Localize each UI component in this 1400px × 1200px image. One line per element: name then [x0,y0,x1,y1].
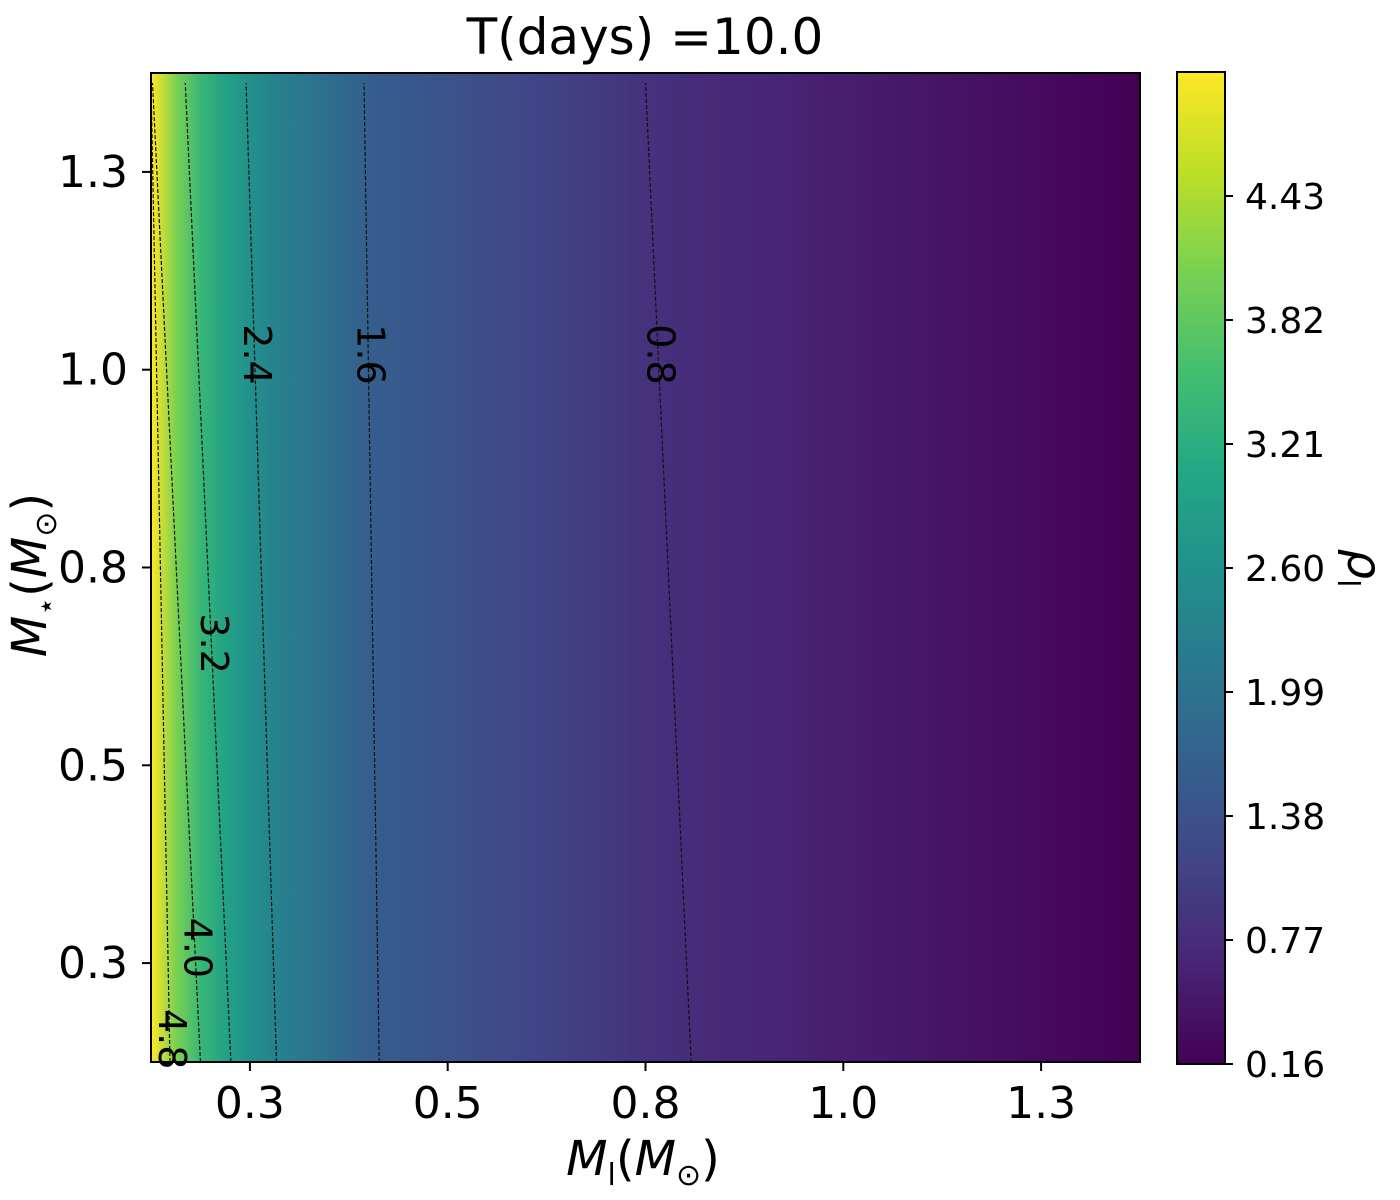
contour-label-4.8: 4.8 [150,1009,194,1069]
contour-line-4.0 [151,82,202,1063]
colorbar-tick-label: 4.43 [1245,177,1325,218]
contour-lines: 0.8 1.6 2.4 3.2 4.0 4.8 [150,82,692,1069]
colorbar-ticks: 0.16 0.77 1.38 1.99 2.60 3.21 3.82 4.43 [1225,177,1325,1086]
colorbar-tick-label: 3.82 [1245,301,1325,342]
colorbar-label: ρl [1330,549,1392,588]
colorbar: 0.16 0.77 1.38 1.99 2.60 3.21 3.82 4.43 ρl [1176,71,1392,1086]
colorbar-tick-label: 1.99 [1245,673,1325,714]
chart-title: T(days) =10.0 [466,8,824,66]
y-tick-label: 1.0 [58,345,128,396]
contour-line-3.2 [184,82,232,1063]
y-tick-label: 0.3 [58,938,128,989]
y-tick-label: 0.5 [58,740,128,791]
x-tick-label: 0.8 [611,1078,681,1129]
contour-line-4.8 [150,82,171,1063]
x-tick-label: 0.5 [413,1078,483,1129]
contour-line-1.6 [363,82,380,1063]
contour-line-0.8 [644,82,692,1063]
colorbar-tick-label: 2.60 [1245,549,1325,590]
colorbar-tick-label: 0.16 [1245,1045,1325,1086]
colorbar-tick-label: 0.77 [1245,921,1325,962]
colorbar-tick-label: 1.38 [1245,797,1325,838]
contour-label-1.6: 1.6 [349,324,393,384]
x-axis-label: Ml(M⊙) [566,1131,720,1193]
contour-label-4.0: 4.0 [175,918,219,978]
contour-label-3.2: 3.2 [192,613,236,673]
y-axis-label: M⋆(M⊙) [2,493,64,657]
contour-line-2.4 [245,82,278,1063]
colorbar-scale [1176,71,1226,1065]
heatmap-field [152,73,1140,1062]
x-tick-label: 1.3 [1006,1078,1076,1129]
y-axis: 0.3 0.5 0.8 1.0 1.3 [58,147,151,989]
contour-label-0.8: 0.8 [639,324,683,384]
y-tick-label: 1.3 [58,147,128,198]
colorbar-tick-label: 3.21 [1245,425,1325,466]
plot-area: 0.8 1.6 2.4 3.2 4.0 4.8 [150,72,1141,1069]
x-axis: 0.3 0.5 0.8 1.0 1.3 [215,1062,1076,1129]
y-tick-label: 0.8 [58,543,128,594]
contour-label-2.4: 2.4 [235,324,279,384]
x-tick-label: 0.3 [215,1078,285,1129]
x-tick-label: 1.0 [808,1078,878,1129]
